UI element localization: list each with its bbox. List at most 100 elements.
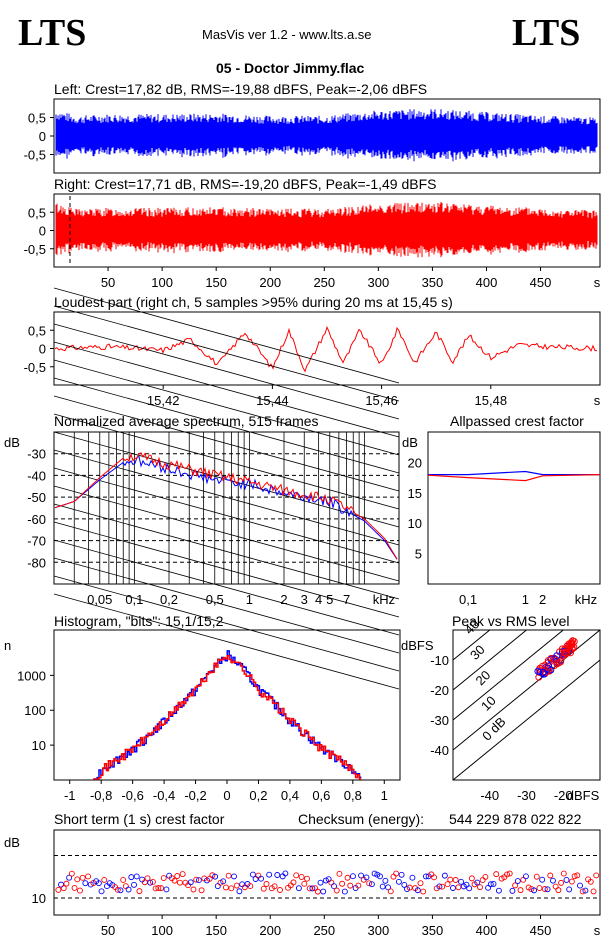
crest-st-point <box>344 874 351 881</box>
crest-st-point <box>495 887 502 894</box>
crest-st-point <box>98 888 105 895</box>
crest-st-point <box>149 879 156 885</box>
peak-rms-diagonal-label: 20 <box>472 667 493 688</box>
peak-rms-point <box>544 657 552 665</box>
allpass-xtick-label: 0,1 <box>459 592 477 607</box>
crest-st-point <box>163 886 170 893</box>
crest-st-point <box>566 886 573 893</box>
crest-st-point <box>333 887 340 894</box>
crest-st-point <box>258 875 264 882</box>
spectrum-grid <box>53 287 400 690</box>
crest-st-point <box>393 870 400 877</box>
crest-st-xtick-label: 300 <box>368 923 390 938</box>
crest-st-point <box>266 871 273 878</box>
crest-st-xtick-label: 200 <box>259 923 281 938</box>
spectrum-slope-line <box>53 287 400 384</box>
crest-st-point <box>339 880 346 887</box>
spectrum-ytick-label: -80 <box>27 555 46 570</box>
crest-st-point <box>331 883 337 890</box>
peak-rms-point <box>541 661 549 669</box>
peak-rms-diagonal <box>453 630 491 661</box>
crest-st-ylabel: dB <box>4 835 20 850</box>
crest-st-point <box>390 873 397 880</box>
loudest-xtick-label: 15,46 <box>365 393 398 408</box>
crest-st-point <box>477 884 483 891</box>
app-title: MasVis ver 1.2 - www.lts.a.se <box>202 27 372 42</box>
crest-st-point <box>187 879 194 886</box>
crest-st-point <box>60 885 67 892</box>
spectrum-slope-line <box>53 395 400 492</box>
peak-rms-point <box>551 656 559 664</box>
spectrum-ytick-label: -40 <box>27 468 46 483</box>
crest-st-xtick-label: 400 <box>476 923 498 938</box>
crest-st-point <box>579 888 586 895</box>
spectrum-ylabel: dB <box>4 435 20 450</box>
right-wave-label: Right: Crest=17,71 dB, RMS=-19,20 dBFS, … <box>54 176 437 192</box>
histogram-xtick-label: -0,8 <box>90 788 112 803</box>
crest-st-xtick-label: 50 <box>101 923 115 938</box>
allpass-label: Allpassed crest factor <box>450 413 584 429</box>
crest-st-point <box>458 878 465 885</box>
crest-st-point <box>293 872 300 879</box>
crest-st-point <box>490 880 497 887</box>
allpass-frame <box>427 431 601 585</box>
crest-st-point <box>379 883 386 890</box>
peak-rms-xtick-label: -30 <box>517 788 536 803</box>
spectrum-frame <box>53 431 400 585</box>
crest-st-point <box>336 870 343 877</box>
loudest-frame <box>53 311 601 386</box>
crest-st-point <box>582 887 589 894</box>
allpass-xtick-label: 1 <box>522 592 529 607</box>
crest-st-xtick-label: 250 <box>313 923 335 938</box>
loudest-xtick-label: 15,44 <box>256 393 289 408</box>
crest-st-point <box>95 880 102 887</box>
loudest-xunit: s <box>594 393 601 408</box>
peak-rms-diagonal <box>453 659 600 780</box>
crest-st-point <box>531 887 537 894</box>
crest-st-point <box>290 879 297 886</box>
spectrum-xunit: kHz <box>373 592 395 607</box>
spectrum-slope-line <box>53 359 400 456</box>
loudest-ytick-label: 0 <box>39 342 46 357</box>
right-wave-xtick-label: 450 <box>530 275 552 290</box>
crest-st-point <box>131 881 137 888</box>
right-wave-xtick-label: 400 <box>476 275 498 290</box>
crest-st-point <box>544 886 551 893</box>
peak-rms-xunit: dBFS <box>567 788 600 803</box>
crest-st-point <box>55 886 62 893</box>
peak-rms-xtick-label: -40 <box>480 788 499 803</box>
histogram-ytick-label: 10 <box>32 738 46 753</box>
spectrum-slope-line <box>53 557 400 654</box>
peak-rms-point <box>560 646 568 654</box>
spectrum-slope-line <box>53 575 400 672</box>
crest-st-point <box>82 880 89 887</box>
histogram-xtick-label: 1 <box>381 788 388 803</box>
histogram-series-left <box>93 650 362 780</box>
spectrum-slope-line <box>53 593 400 690</box>
crest-st-point <box>74 876 81 883</box>
spectrum-slope-line <box>53 521 400 618</box>
crest-st-point <box>363 874 370 881</box>
spectrum-ytick-label: -30 <box>27 447 46 462</box>
histogram-xtick-label: 0,4 <box>281 788 299 803</box>
allpass-ytick-label: 20 <box>408 455 422 470</box>
peak-rms-ytick-label: -10 <box>430 653 449 668</box>
peak-rms-ytick-label: -30 <box>430 713 449 728</box>
crest-st-point <box>590 888 597 895</box>
crest-st-point <box>555 887 562 894</box>
crest-st-point <box>122 883 129 890</box>
crest-st-point <box>539 876 546 883</box>
crest-st-point <box>255 872 262 879</box>
crest-st-point <box>79 874 86 881</box>
spectrum-xtick-label: 4 <box>315 592 322 607</box>
crest-st-point <box>214 883 221 890</box>
crest-st-point <box>117 887 124 894</box>
checksum-label: Checksum (energy): <box>298 811 425 827</box>
crest-st-point <box>349 873 356 880</box>
allpass-ylabel: dB <box>402 435 418 450</box>
crest-st-point <box>468 875 475 882</box>
right-wave-xtick-label: 250 <box>313 275 335 290</box>
crest-st-point <box>387 888 394 895</box>
right-wave-xunit: s <box>594 275 601 290</box>
